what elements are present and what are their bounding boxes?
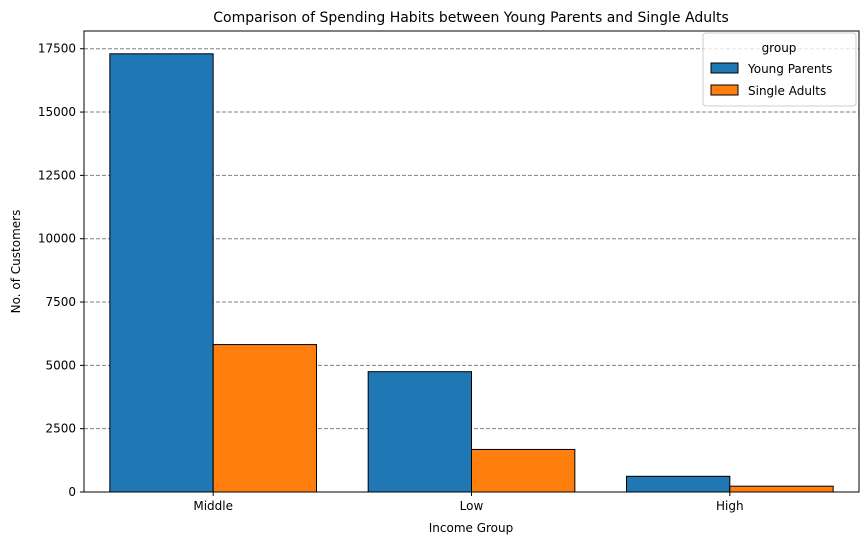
x-axis-label: Income Group — [429, 521, 514, 535]
y-tick-label: 2500 — [45, 422, 76, 436]
bar-young-parents-middle — [109, 53, 214, 493]
bar-young-parents-high — [626, 475, 731, 493]
bars — [109, 53, 834, 493]
x-tick-label: Low — [460, 499, 484, 513]
y-axis-label: No. of Customers — [9, 210, 23, 314]
y-tick-label: 15000 — [38, 105, 76, 119]
legend-label-single-adults: Single Adults — [748, 84, 826, 98]
y-axis: 0 2500 5000 7500 10000 12500 15000 17500 — [38, 42, 84, 499]
bar-single-adults-high — [729, 485, 834, 493]
y-tick-label: 12500 — [38, 168, 76, 182]
legend-frame — [702, 32, 857, 107]
x-tick-label: Middle — [193, 499, 233, 513]
legend-swatch-single-adults — [710, 84, 739, 96]
y-tick-label: 5000 — [45, 358, 76, 372]
legend: group Young Parents Single Adults — [702, 32, 857, 107]
y-tick-label: 10000 — [38, 232, 76, 246]
bar-single-adults-low — [471, 448, 576, 493]
y-tick-label: 7500 — [45, 295, 76, 309]
chart-title: Comparison of Spending Habits between Yo… — [213, 10, 729, 26]
x-axis: Middle Low High — [193, 492, 744, 513]
bar-single-adults-middle — [212, 344, 318, 493]
x-tick-label: High — [716, 499, 744, 513]
bar-young-parents-low — [367, 371, 472, 493]
y-tick-label: 0 — [68, 485, 76, 499]
legend-label-young-parents: Young Parents — [747, 62, 832, 76]
legend-title: group — [762, 41, 797, 55]
legend-swatch-young-parents — [710, 62, 739, 74]
y-tick-label: 17500 — [38, 42, 76, 56]
